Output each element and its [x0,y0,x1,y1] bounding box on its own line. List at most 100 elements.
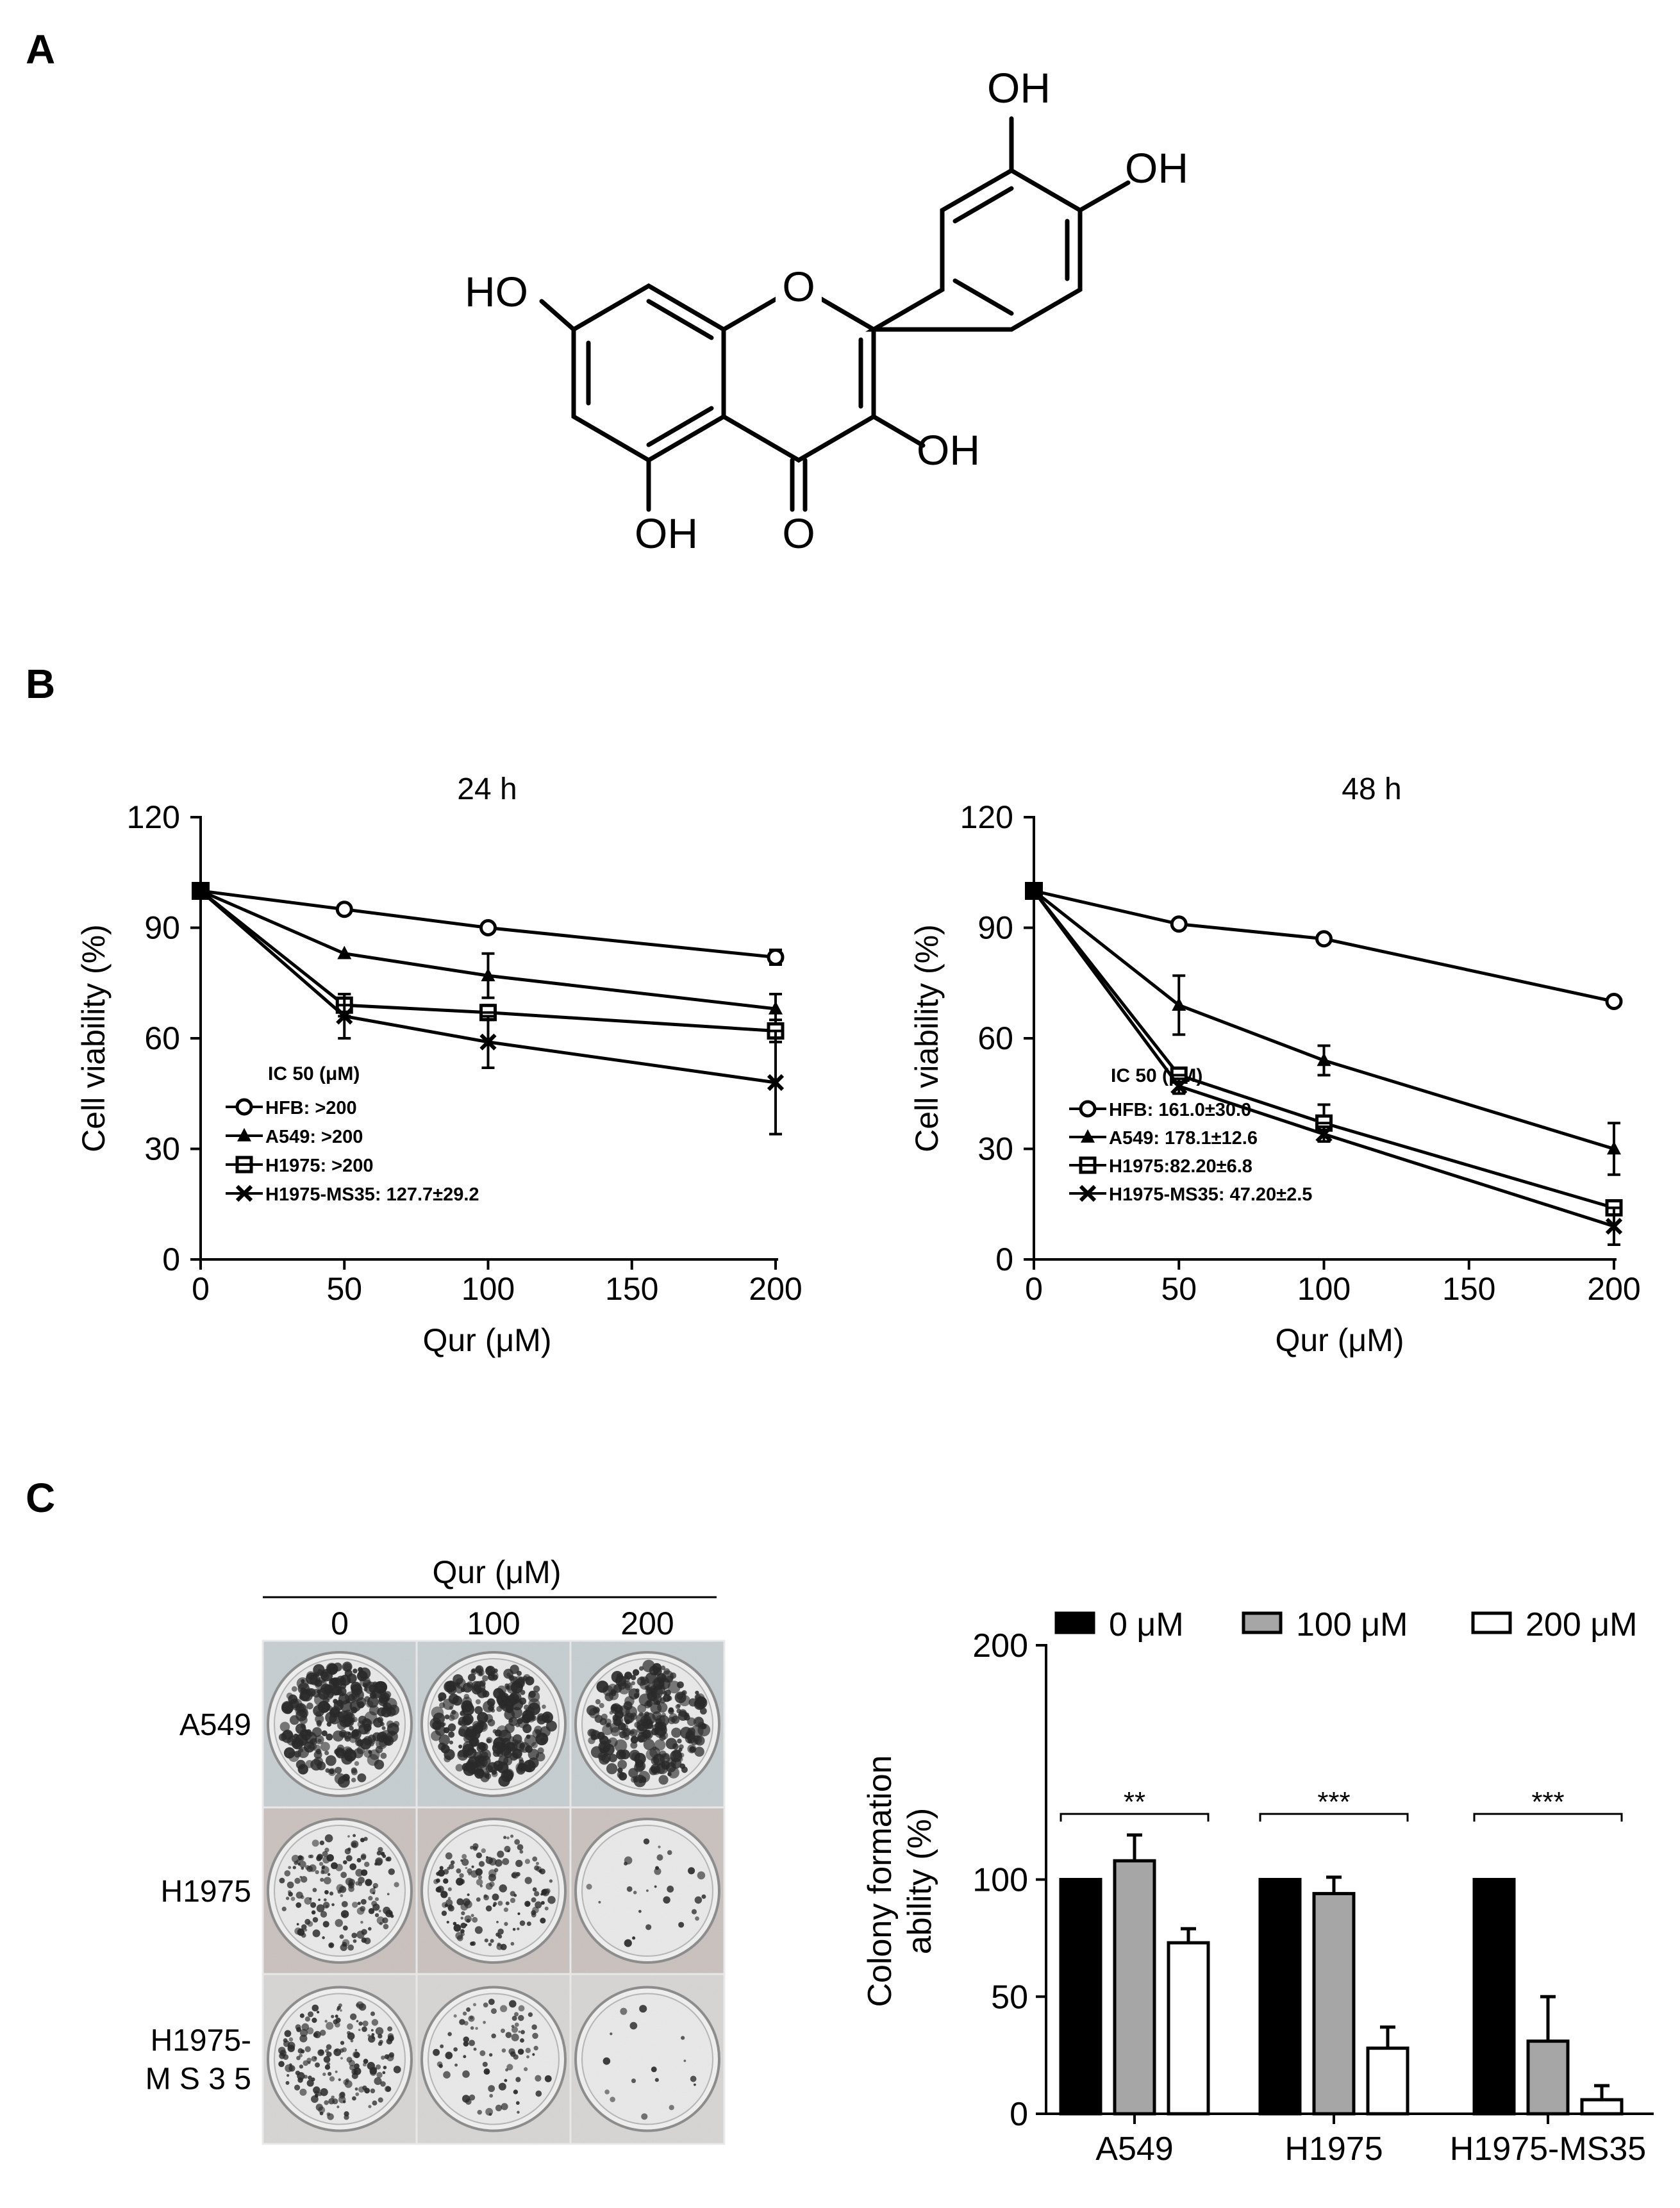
plate-column-label: 200 [620,1606,674,1641]
series-line [1033,889,1615,1003]
x-tick-label: 200 [1587,1271,1640,1307]
panel-label-c: C [26,1475,56,1521]
panel-label-a: A [26,26,56,72]
marker-triangle [1081,1129,1095,1143]
marker-triangle [237,1127,251,1141]
label-ho-left: HO [465,268,528,315]
legend-title: IC 50 (μM) [1111,1065,1202,1086]
legend-entry: A549: >200 [265,1127,363,1147]
x-tick-label: A549 [1095,2130,1173,2168]
error-bar [1181,1927,1196,1943]
legend: HFB: >200 A549: >200 H1975: >200 H1975-MS35… [226,1098,479,1205]
legend-entry: A549: 178.1±12.6 [1109,1128,1258,1149]
marker-circle [479,919,497,936]
marker-cross [479,1033,497,1050]
error-bar [1380,2025,1395,2048]
x-tick-label: H1975 [1285,2130,1383,2168]
legend: HFB: 161.0±30.0 A549: 178.1±12.6 H1975:82.… [1069,1100,1312,1205]
plate-row-label: A549 [179,1708,251,1742]
plot-marks: ** *** *** [1059,1786,1624,2116]
bar-200um [1366,2046,1410,2116]
y-tick-label: 0 [995,1241,1013,1277]
legend: 0 μM 100 μM 200 μM [1054,1606,1637,1643]
x-tick-label: 150 [1442,1271,1495,1307]
ring-b-double-bonds [952,186,1070,316]
marker-cross [1079,1184,1097,1202]
series-line [1033,890,1615,1209]
y-axis-label-line-2: ability (%) [901,1808,938,1954]
label-oh-c5: OH [635,510,698,557]
colony-plate-image: Qur (μM) 0 100 200 A549 H1975 H1975- M S 3 5 [146,1554,726,2145]
plate-column-label: 100 [467,1606,520,1641]
marker-circle [1605,993,1623,1010]
ring-a [571,283,726,463]
viability-48h-chart: 48 h Cell viability (%) Qur (μM) IC 50 (… [909,772,1641,1358]
marker-circle [1315,930,1333,948]
marker-cross [1315,1125,1333,1143]
series-line [200,889,776,959]
bar-100um [1113,1859,1156,2116]
ring-a-double-bonds [586,299,714,447]
x-axis-label: Qur (μM) [1275,1322,1404,1358]
series-hfb [1025,882,1623,1010]
x-tick-label: 200 [749,1271,802,1307]
marker-triangle [481,968,495,982]
plate-row-label: H1975- [151,2024,251,2058]
plate-header: Qur (μM) [432,1554,561,1590]
series-h1975-ms35 [1025,882,1623,1246]
legend-title: IC 50 (μM) [268,1063,360,1084]
series-line [1032,890,1615,1228]
marker-cross [336,1008,353,1025]
marker-circle [1079,1100,1097,1118]
marker-triangle [1317,1052,1331,1067]
bar-0um [1258,1878,1302,2116]
significance-label: *** [1317,1786,1350,1818]
significance-label: *** [1531,1786,1564,1818]
bond-c3-oh [871,414,926,448]
legend-entry: 100 μM [1296,1606,1408,1643]
series-line [200,889,776,1011]
plate-row-label: M S 3 5 [146,2063,251,2096]
marker-circle [1170,915,1188,933]
y-axis-label: Cell viability (%) [909,924,945,1152]
legend-entry: H1975-MS35: 47.20±2.5 [1109,1184,1312,1205]
colony-formation-chart: Colony formation ability (%) 0 50 100 200 A5… [861,1606,1654,2168]
y-tick-label: 60 [977,1020,1013,1056]
x-axis-label: Qur (μM) [422,1322,551,1358]
legend-swatch [1242,1611,1283,1634]
chart-title: 24 h [457,772,517,806]
plate-texture [263,1641,724,2144]
bar-100um [1526,2039,1570,2116]
y-tick-label: 0 [162,1241,180,1277]
x-tick-label: 50 [326,1271,362,1307]
significance-bracket [1060,1813,1210,1822]
viability-24h-chart: 24 h Cell viability (%) Qur (μM) IC 50 (… [76,772,803,1358]
plot-marks [192,882,785,1136]
y-tick-label: 120 [960,799,1013,835]
y-axis-label-line-1: Colony formation [861,1755,899,2007]
label-oh-c3: OH [917,426,980,474]
label-oh-right: OH [1125,144,1188,192]
bond-c4p-oh [1077,180,1131,213]
marker-triangle [1607,1141,1621,1155]
bar-0um [1472,1878,1516,2116]
bond-c4-o [790,458,808,512]
molecule-structure [539,116,1131,512]
y-tick-label: 100 [972,1862,1028,1899]
legend-entry: H1975-MS35: 127.7±29.2 [265,1184,479,1205]
ring-b [865,167,1083,332]
label-ring-o: O [782,263,815,310]
panel-label-b: B [26,661,56,707]
x-tick-label: H1975-MS35 [1450,2130,1646,2168]
series-line [1033,890,1615,1150]
y-tick-label: 200 [972,1627,1028,1664]
y-tick-label: 30 [144,1131,180,1167]
y-axis-label: Cell viability (%) [76,924,112,1152]
bar-200um [1167,1941,1210,2116]
series-line [199,890,776,1084]
marker-cross [1605,1218,1623,1235]
significance-label: ** [1124,1786,1145,1818]
plate-column-labels: 0 100 200 [331,1606,674,1641]
y-tick-label: 30 [977,1131,1013,1167]
